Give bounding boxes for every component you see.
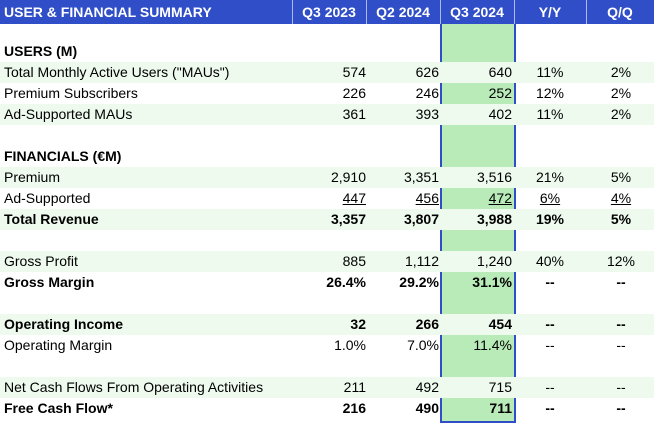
cell-yy: -- xyxy=(545,316,555,332)
cell-yy: 21% xyxy=(535,169,565,185)
cell-q3-2023: 885 xyxy=(342,253,366,269)
cell-q3-2023: 226 xyxy=(342,85,366,101)
row-label: Total Monthly Active Users ("MAUs") xyxy=(4,64,230,80)
cell-yy: -- xyxy=(545,379,555,395)
cell-q3-2023: 574 xyxy=(342,64,366,80)
cell-q3-2024: 454 xyxy=(488,316,512,332)
cell-qq: 5% xyxy=(610,169,632,185)
cell-yy: 12% xyxy=(535,85,565,101)
table-row: Operating Margin 1.0% 7.0% 11.4% -- -- xyxy=(0,335,654,356)
row-label: Free Cash Flow* xyxy=(4,400,113,416)
cell-qq: 4% xyxy=(588,188,654,209)
cell-qq: 5% xyxy=(610,211,632,227)
table-row: Total Monthly Active Users ("MAUs") 574 … xyxy=(0,62,654,83)
cell-q2-2024: 1,112 xyxy=(405,253,439,269)
cell-q2-2024: 393 xyxy=(415,106,439,122)
row-label: Net Cash Flows From Operating Activities xyxy=(4,379,264,395)
cell-q2-2024: 266 xyxy=(415,316,439,332)
cell-q3-2024: 715 xyxy=(488,379,512,395)
section-label: FINANCIALS (€M) xyxy=(4,148,122,164)
cell-q2-2024: 492 xyxy=(415,379,439,395)
cell-q3-2024: 1,240 xyxy=(476,253,512,269)
cell-q3-2024: 472 xyxy=(488,190,512,206)
row-label: Gross Profit xyxy=(4,253,78,269)
section-users: USERS (M) xyxy=(0,41,654,62)
table-row: Free Cash Flow* 216 490 711 -- -- xyxy=(0,398,654,419)
row-label: Premium Subscribers xyxy=(4,85,138,101)
cell-q3-2024: 402 xyxy=(488,106,512,122)
cell-yy: 19% xyxy=(535,211,565,227)
row-label: Operating Income xyxy=(4,316,124,332)
row-label: Ad-Supported MAUs xyxy=(4,106,133,122)
cell-qq: -- xyxy=(616,274,626,290)
cell-q2-2024: 246 xyxy=(415,85,439,101)
table-row: Premium 2,910 3,351 3,516 21% 5% xyxy=(0,167,654,188)
cell-qq: 2% xyxy=(610,85,632,101)
table-row: Net Cash Flows From Operating Activities… xyxy=(0,377,654,398)
cell-yy-value: 6% xyxy=(539,190,561,206)
cell-qq: 2% xyxy=(610,106,632,122)
cell-qq: -- xyxy=(616,400,626,416)
row-label: Operating Margin xyxy=(4,337,113,353)
table-row: Ad-Supported MAUs 361 393 402 11% 2% xyxy=(0,104,654,125)
cell-q3-2023: 2,910 xyxy=(330,169,366,185)
cell-q3-2024: 3,516 xyxy=(476,169,512,185)
cell-q3-2024: 711 xyxy=(489,400,512,416)
table-row: Ad-Supported 447 456 472 6% 4% xyxy=(0,188,654,209)
table-row: Operating Income 32 266 454 -- -- xyxy=(0,314,654,335)
table-row: Gross Profit 885 1,112 1,240 40% 12% xyxy=(0,251,654,272)
column-header-q3-2023: Q3 2023 xyxy=(302,4,356,20)
cell-qq-value: 4% xyxy=(610,190,632,206)
cell-q2-2024: 626 xyxy=(415,64,439,80)
cell-q3-2023: 216 xyxy=(342,400,366,416)
cell-qq: 12% xyxy=(606,253,636,269)
cell-q3-2023: 3,357 xyxy=(330,211,366,227)
cell-qq: -- xyxy=(616,337,626,353)
table-row: Premium Subscribers 226 246 252 12% 2% xyxy=(0,83,654,104)
cell-yy: -- xyxy=(545,274,555,290)
cell-q3-2024: 3,988 xyxy=(476,211,512,227)
table-row: Total Revenue 3,357 3,807 3,988 19% 5% xyxy=(0,209,654,230)
row-label: Premium xyxy=(4,169,61,185)
cell-q2-2024: 3,351 xyxy=(403,169,439,185)
column-header-q2-2024: Q2 2024 xyxy=(376,4,430,20)
cell-yy: -- xyxy=(545,400,555,416)
cell-yy: 11% xyxy=(536,106,564,122)
cell-yy: 6% xyxy=(515,188,585,209)
cell-q2-2024: 29.2% xyxy=(399,274,439,290)
cell-qq: 2% xyxy=(610,64,632,80)
cell-q3-2024: 31.1% xyxy=(472,274,512,290)
cell-q3-2023: 32 xyxy=(350,316,366,332)
cell-q3-2024: 11.4% xyxy=(473,337,512,353)
row-label: Total Revenue xyxy=(4,211,99,227)
row-label: Gross Margin xyxy=(4,274,95,290)
row-label: Ad-Supported xyxy=(4,190,91,206)
cell-yy: -- xyxy=(545,337,555,353)
cell-qq: -- xyxy=(616,316,626,332)
cell-q3-2023: 361 xyxy=(342,106,366,122)
column-header-yy: Y/Y xyxy=(538,4,562,20)
cell-q2-2024: 456 xyxy=(415,190,439,206)
section-label: USERS (M) xyxy=(4,43,78,59)
cell-q3-2024: 640 xyxy=(488,64,512,80)
cell-q3-2024: 252 xyxy=(488,85,512,101)
table-row: Gross Margin 26.4% 29.2% 31.1% -- -- xyxy=(0,272,654,293)
cell-q3-2023: 211 xyxy=(343,379,366,395)
cell-q2-2024: 7.0% xyxy=(407,337,439,353)
table-title: USER & FINANCIAL SUMMARY xyxy=(4,4,212,20)
cell-q2-2024: 3,807 xyxy=(403,211,439,227)
cell-yy: 40% xyxy=(535,253,565,269)
table-header: USER & FINANCIAL SUMMARY Q3 2023 Q2 2024… xyxy=(0,0,654,24)
cell-yy: 11% xyxy=(536,64,564,80)
cell-qq: -- xyxy=(616,379,626,395)
section-financials: FINANCIALS (€M) xyxy=(0,146,654,167)
column-header-qq: Q/Q xyxy=(607,4,633,20)
cell-q3-2023: 26.4% xyxy=(326,274,366,290)
cell-q2-2024: 490 xyxy=(415,400,439,416)
column-header-q3-2024: Q3 2024 xyxy=(450,4,504,20)
cell-q3-2023: 1.0% xyxy=(334,337,366,353)
cell-q3-2023: 447 xyxy=(342,190,366,206)
